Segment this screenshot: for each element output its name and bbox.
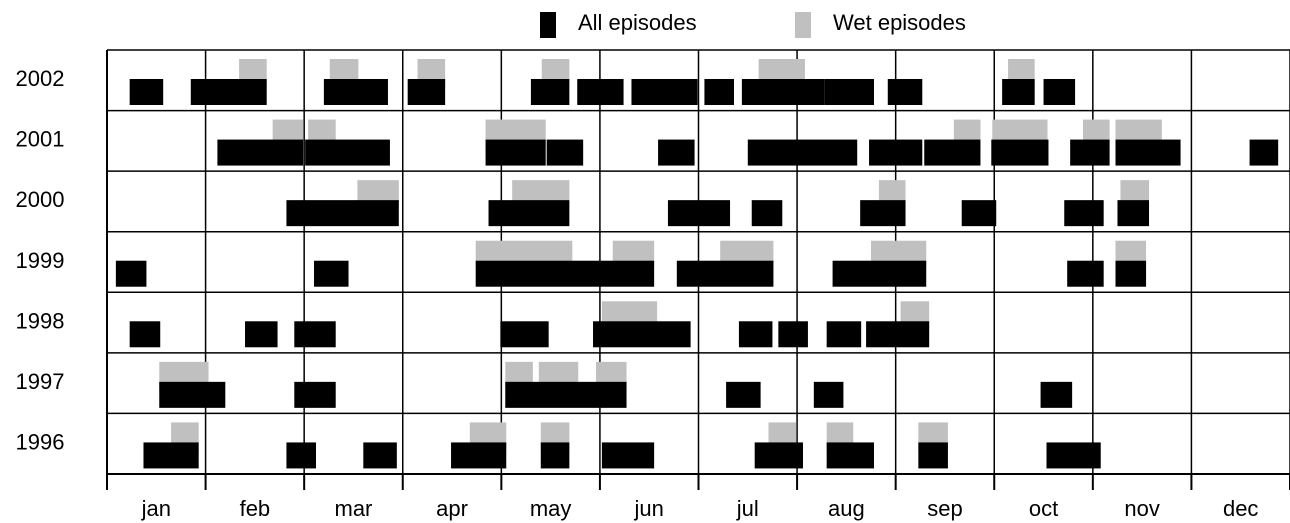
episode: [738, 321, 773, 348]
episode: [577, 79, 624, 105]
episode: [115, 260, 147, 287]
y-tick-label: 1999: [16, 248, 65, 273]
episode: [305, 139, 390, 166]
episode: [1040, 381, 1073, 408]
episode: [540, 442, 570, 469]
episode: [488, 200, 570, 227]
episode: [593, 321, 691, 348]
y-tick-label: 2002: [16, 66, 65, 91]
x-tick-label: oct: [1029, 496, 1058, 521]
y-tick-label: 2001: [16, 127, 65, 152]
episode: [726, 381, 761, 408]
legend-label: Wet episodes: [833, 10, 966, 35]
episode: [826, 321, 862, 348]
episode: [245, 321, 278, 348]
episode: [813, 381, 844, 408]
episode: [217, 139, 304, 166]
x-tick-label: aug: [828, 496, 865, 521]
legend-label: All episodes: [578, 10, 697, 35]
episode: [475, 260, 655, 287]
episode: [1115, 139, 1181, 166]
episode: [826, 442, 874, 469]
episode: [363, 442, 397, 469]
episode: [754, 442, 803, 469]
y-tick-label: 1996: [16, 430, 65, 455]
episode: [918, 442, 948, 469]
x-tick-label: sep: [927, 496, 962, 521]
episode: [1117, 200, 1150, 227]
episode: [1067, 260, 1104, 287]
y-tick-label: 2000: [16, 187, 65, 212]
episode: [747, 139, 858, 166]
legend-swatch: [540, 12, 556, 38]
episode: [824, 79, 874, 105]
x-tick-label: dec: [1223, 496, 1258, 521]
x-tick-label: jan: [141, 496, 171, 521]
episode: [485, 139, 546, 166]
episode: [1043, 79, 1076, 105]
episode: [866, 321, 930, 348]
episode: [129, 321, 161, 348]
episode: [159, 381, 226, 408]
episode: [832, 260, 927, 287]
episode: [314, 260, 349, 287]
episode: [924, 139, 981, 166]
episode: [869, 139, 923, 166]
episode: [500, 321, 549, 348]
episode: [286, 442, 316, 469]
episode: [860, 200, 906, 227]
episode: [129, 79, 164, 105]
episode: [704, 79, 734, 105]
episode: [676, 260, 774, 287]
episode: [190, 79, 267, 105]
episode: [631, 79, 698, 105]
episode: [601, 442, 655, 469]
x-tick-label: jun: [634, 496, 664, 521]
episode: [1070, 139, 1110, 166]
x-tick-label: may: [530, 496, 572, 521]
episode: [505, 381, 627, 408]
legend-swatch: [795, 12, 811, 38]
episode: [1064, 200, 1104, 227]
x-tick-label: jul: [736, 496, 759, 521]
episode: [451, 442, 507, 469]
episode: [407, 79, 446, 105]
y-tick-label: 1997: [16, 369, 65, 394]
episode: [143, 442, 199, 469]
episode: [1249, 139, 1279, 166]
episode: [751, 200, 783, 227]
x-tick-label: apr: [436, 496, 468, 521]
episode: [286, 200, 399, 227]
episode: [1115, 260, 1147, 287]
episode: [741, 79, 825, 105]
episode: [667, 200, 731, 227]
episode: [961, 200, 997, 227]
x-tick-label: mar: [335, 496, 373, 521]
x-tick-label: nov: [1124, 496, 1159, 521]
episode: [294, 381, 336, 408]
episode: [530, 79, 570, 105]
episode: [658, 139, 695, 166]
episode: [887, 79, 923, 105]
episode: [294, 321, 336, 348]
episode: [1002, 79, 1035, 105]
y-tick-label: 1998: [16, 308, 65, 333]
episode: [778, 321, 808, 348]
episode: [323, 79, 388, 105]
episode: [546, 139, 584, 166]
episode: [991, 139, 1049, 166]
x-tick-label: feb: [240, 496, 271, 521]
episode: [1046, 442, 1101, 469]
